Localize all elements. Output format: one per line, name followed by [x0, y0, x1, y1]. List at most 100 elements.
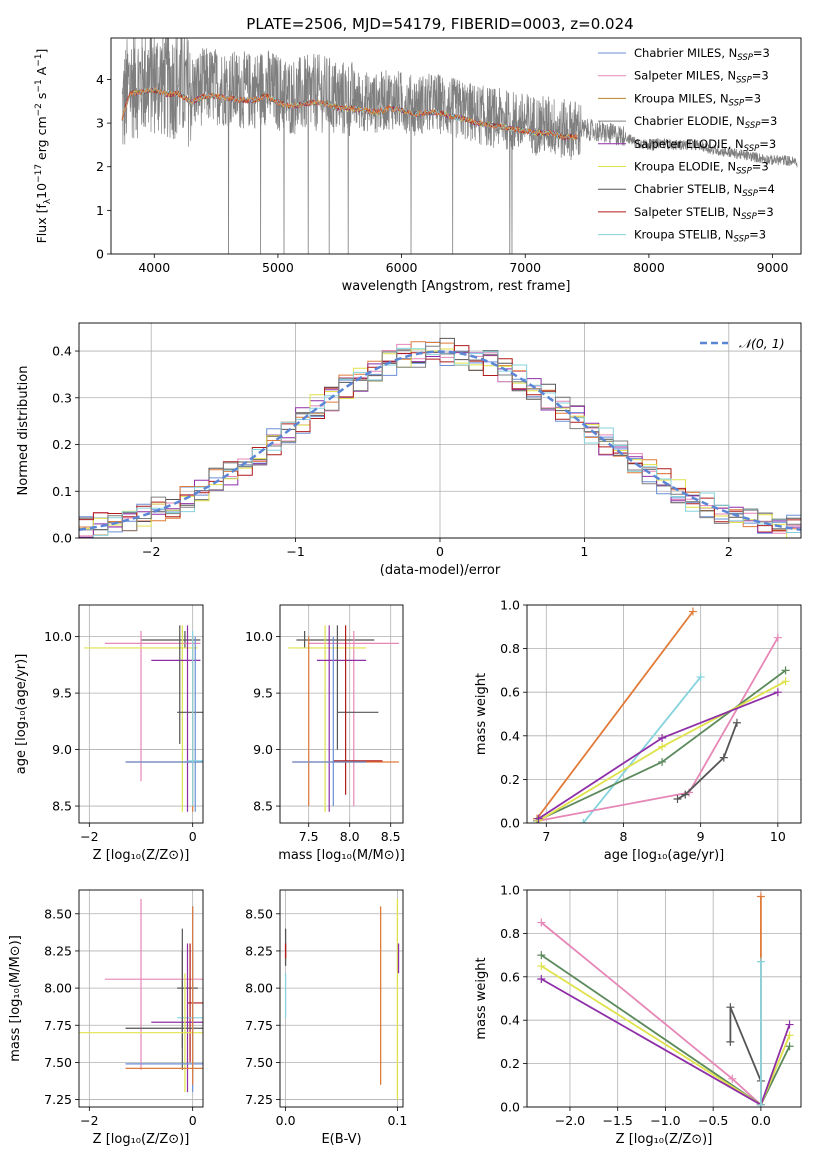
- y-tick-label: 8.5: [253, 799, 273, 814]
- y-tick-label: 9.0: [52, 742, 72, 757]
- axes-frame: [78, 322, 802, 539]
- legend-entry: 𝒩(0, 1): [739, 336, 785, 351]
- panel-mass-EBV: 0.0 0.1 7.25 7.50 7.75 8.00 8.25 8.50 E(B-V): [245, 889, 407, 1147]
- y-tick-label: 3: [96, 116, 104, 131]
- x-tick-label: 8000: [633, 260, 665, 275]
- plot-area-weight-Z: [537, 892, 794, 1107]
- weight-marker: [785, 1020, 794, 1029]
- y-tick-label: 0.2: [500, 1056, 520, 1071]
- weight-marker: [537, 951, 546, 960]
- y-tick-label: 10.0: [245, 629, 273, 644]
- axes-frame: [279, 889, 404, 1108]
- plot-area-weight-age: [533, 607, 790, 823]
- weight-marker: [756, 957, 765, 966]
- weight-marker: [696, 672, 705, 681]
- weight-marker: [773, 688, 782, 697]
- weight-marker: [781, 677, 790, 686]
- plot-area-mass-Z: [79, 898, 203, 1093]
- y-tick-label: 0.8: [500, 641, 520, 656]
- residual-histogram: [79, 345, 801, 532]
- legend-entry: Chabrier ELODIE, NSSP=3: [634, 114, 777, 131]
- y-tick-label: 7.25: [245, 1092, 273, 1107]
- y-tick-label: 8.25: [245, 943, 273, 958]
- x-axis-label: Z [log₁₀(Z/Z⊙)]: [616, 1132, 713, 1147]
- y-tick-label: 0.4: [500, 1013, 520, 1028]
- panel-weight-age: 7 8 9 10 0.0 0.2 0.4 0.6 0.8 1.0 age [log₁₀(age/yr…: [474, 598, 802, 863]
- x-tick-label: −2.0: [555, 1113, 585, 1128]
- normal-curve: [79, 350, 801, 532]
- plot-area-residuals: [79, 337, 801, 538]
- weight-marker: [658, 742, 667, 751]
- y-axis-label: Flux [fλ10−17 erg cm−2 s−1 A−1]: [34, 49, 53, 244]
- weight-marker: [673, 795, 682, 804]
- y-tick-label: 1.0: [500, 883, 520, 898]
- legend: Chabrier MILES, NSSP=3 Salpeter MILES, NS…: [598, 46, 777, 245]
- y-tick-label: 0.4: [52, 344, 72, 359]
- weight-marker: [579, 819, 588, 823]
- y-tick-label: 7.25: [44, 1092, 72, 1107]
- legend-entry: Kroupa ELODIE, NSSP=3: [634, 160, 769, 177]
- axes-frame: [526, 604, 802, 824]
- weight-line: [677, 722, 738, 800]
- x-tick-label: −1.0: [650, 1113, 680, 1128]
- y-tick-label: 0.1: [52, 484, 72, 499]
- weight-line: [582, 676, 702, 823]
- y-tick-label: 0.4: [500, 728, 520, 743]
- y-tick-label: 0.8: [500, 926, 520, 941]
- weight-line: [540, 921, 762, 1106]
- figure-title: PLATE=2506, MJD=54179, FIBERID=0003, z=0…: [246, 15, 633, 33]
- x-tick-label: 7: [542, 829, 550, 844]
- weight-line: [536, 610, 694, 820]
- weight-marker: [534, 814, 543, 823]
- legend-entry: Salpeter STELIB, NSSP=3: [634, 205, 774, 222]
- x-axis-label: wavelength [Angstrom, rest frame]: [342, 279, 571, 294]
- x-tick-label: −1.5: [603, 1113, 633, 1128]
- y-tick-label: 0.2: [500, 772, 520, 787]
- x-tick-label: 1: [580, 544, 588, 559]
- legend-entry: Chabrier MILES, NSSP=3: [634, 46, 770, 63]
- x-tick-label: 4000: [138, 260, 170, 275]
- axes-frame: [110, 37, 802, 255]
- x-tick-label: 7000: [509, 260, 541, 275]
- y-tick-label: 1.0: [500, 598, 520, 613]
- weight-marker: [688, 607, 697, 616]
- y-tick-label: 7.50: [44, 1055, 72, 1070]
- weight-marker: [756, 1100, 765, 1107]
- y-axis-label: mass weight: [474, 673, 489, 755]
- y-tick-label: 2: [96, 159, 104, 174]
- weight-marker: [756, 892, 765, 901]
- y-tick-label: 7.75: [245, 1018, 273, 1033]
- weight-marker: [537, 918, 546, 927]
- axes-frame: [526, 889, 802, 1108]
- y-tick-label: 0.6: [500, 969, 520, 984]
- x-tick-label: 8: [620, 829, 628, 844]
- x-tick-label: 8.5: [381, 829, 401, 844]
- x-tick-label: 0.0: [751, 1113, 771, 1128]
- y-tick-label: 8.00: [245, 981, 273, 996]
- y-axis-label: Normed distribution: [16, 366, 31, 496]
- axes-frame: [78, 604, 204, 824]
- weight-line: [538, 680, 787, 822]
- legend-entry: Kroupa MILES, NSSP=3: [634, 91, 761, 108]
- x-axis-label: Z [log₁₀(Z/Z⊙)]: [93, 848, 190, 863]
- y-axis-label: mass weight: [474, 957, 489, 1039]
- panel-spectrum: 4000 5000 6000 7000 8000 9000 0 1 2 3 4 wavelength …: [34, 37, 802, 294]
- x-tick-label: 9000: [757, 260, 789, 275]
- y-tick-label: 0.2: [52, 437, 72, 452]
- x-tick-label: −1: [286, 544, 304, 559]
- y-axis-label: age [log₁₀(age/yr)]: [14, 654, 29, 775]
- x-tick-label: −2: [80, 829, 98, 844]
- x-axis-label: age [log₁₀(age/yr)]: [604, 848, 725, 863]
- x-axis-label: (data-model)/error: [380, 563, 501, 578]
- x-tick-label: 7.5: [299, 829, 319, 844]
- plot-area-mass-EBV: [284, 898, 400, 1100]
- x-tick-label: 9: [697, 829, 705, 844]
- weight-marker: [785, 1031, 794, 1040]
- weight-marker: [732, 718, 741, 727]
- y-tick-label: 4: [96, 72, 104, 87]
- x-tick-label: 2: [725, 544, 733, 559]
- weight-marker: [681, 790, 690, 799]
- y-tick-label: 0.0: [500, 816, 520, 831]
- x-axis-label: E(B-V): [321, 1132, 361, 1147]
